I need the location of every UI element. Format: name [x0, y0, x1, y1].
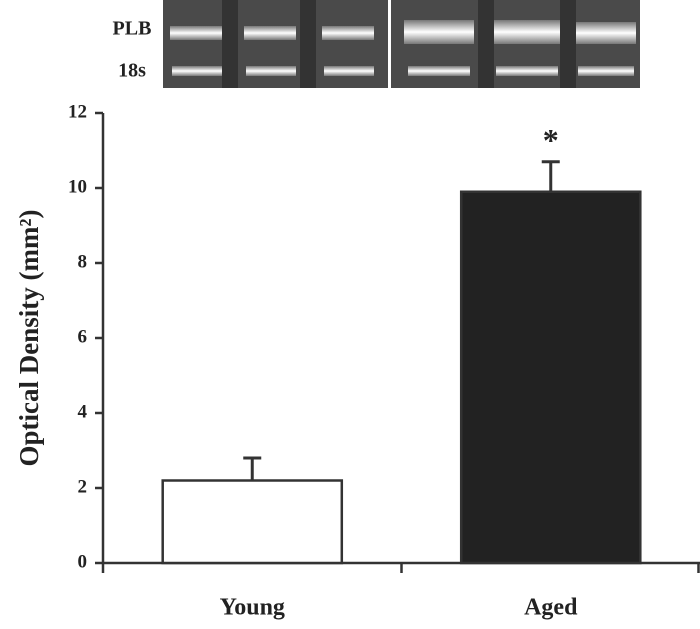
bar — [459, 190, 642, 565]
y-tick-label: 8 — [78, 251, 88, 272]
blot-image — [163, 0, 640, 88]
y-tick-label: 10 — [68, 176, 87, 197]
bar — [161, 479, 344, 565]
y-tick-label: 0 — [78, 551, 88, 572]
y-tick-label: 2 — [78, 476, 88, 497]
y-axis-label: Optical Density (mm²) — [14, 209, 44, 466]
y-tick-label: 12 — [68, 101, 87, 122]
blot-label: PLB — [113, 18, 152, 40]
y-tick-label: 4 — [78, 401, 88, 422]
y-tick-label: 6 — [78, 326, 88, 347]
x-tick-label: Aged — [524, 595, 578, 621]
blot-label: 18s — [118, 60, 146, 82]
significance-marker: * — [543, 122, 559, 158]
x-tick-label: Young — [220, 595, 285, 621]
